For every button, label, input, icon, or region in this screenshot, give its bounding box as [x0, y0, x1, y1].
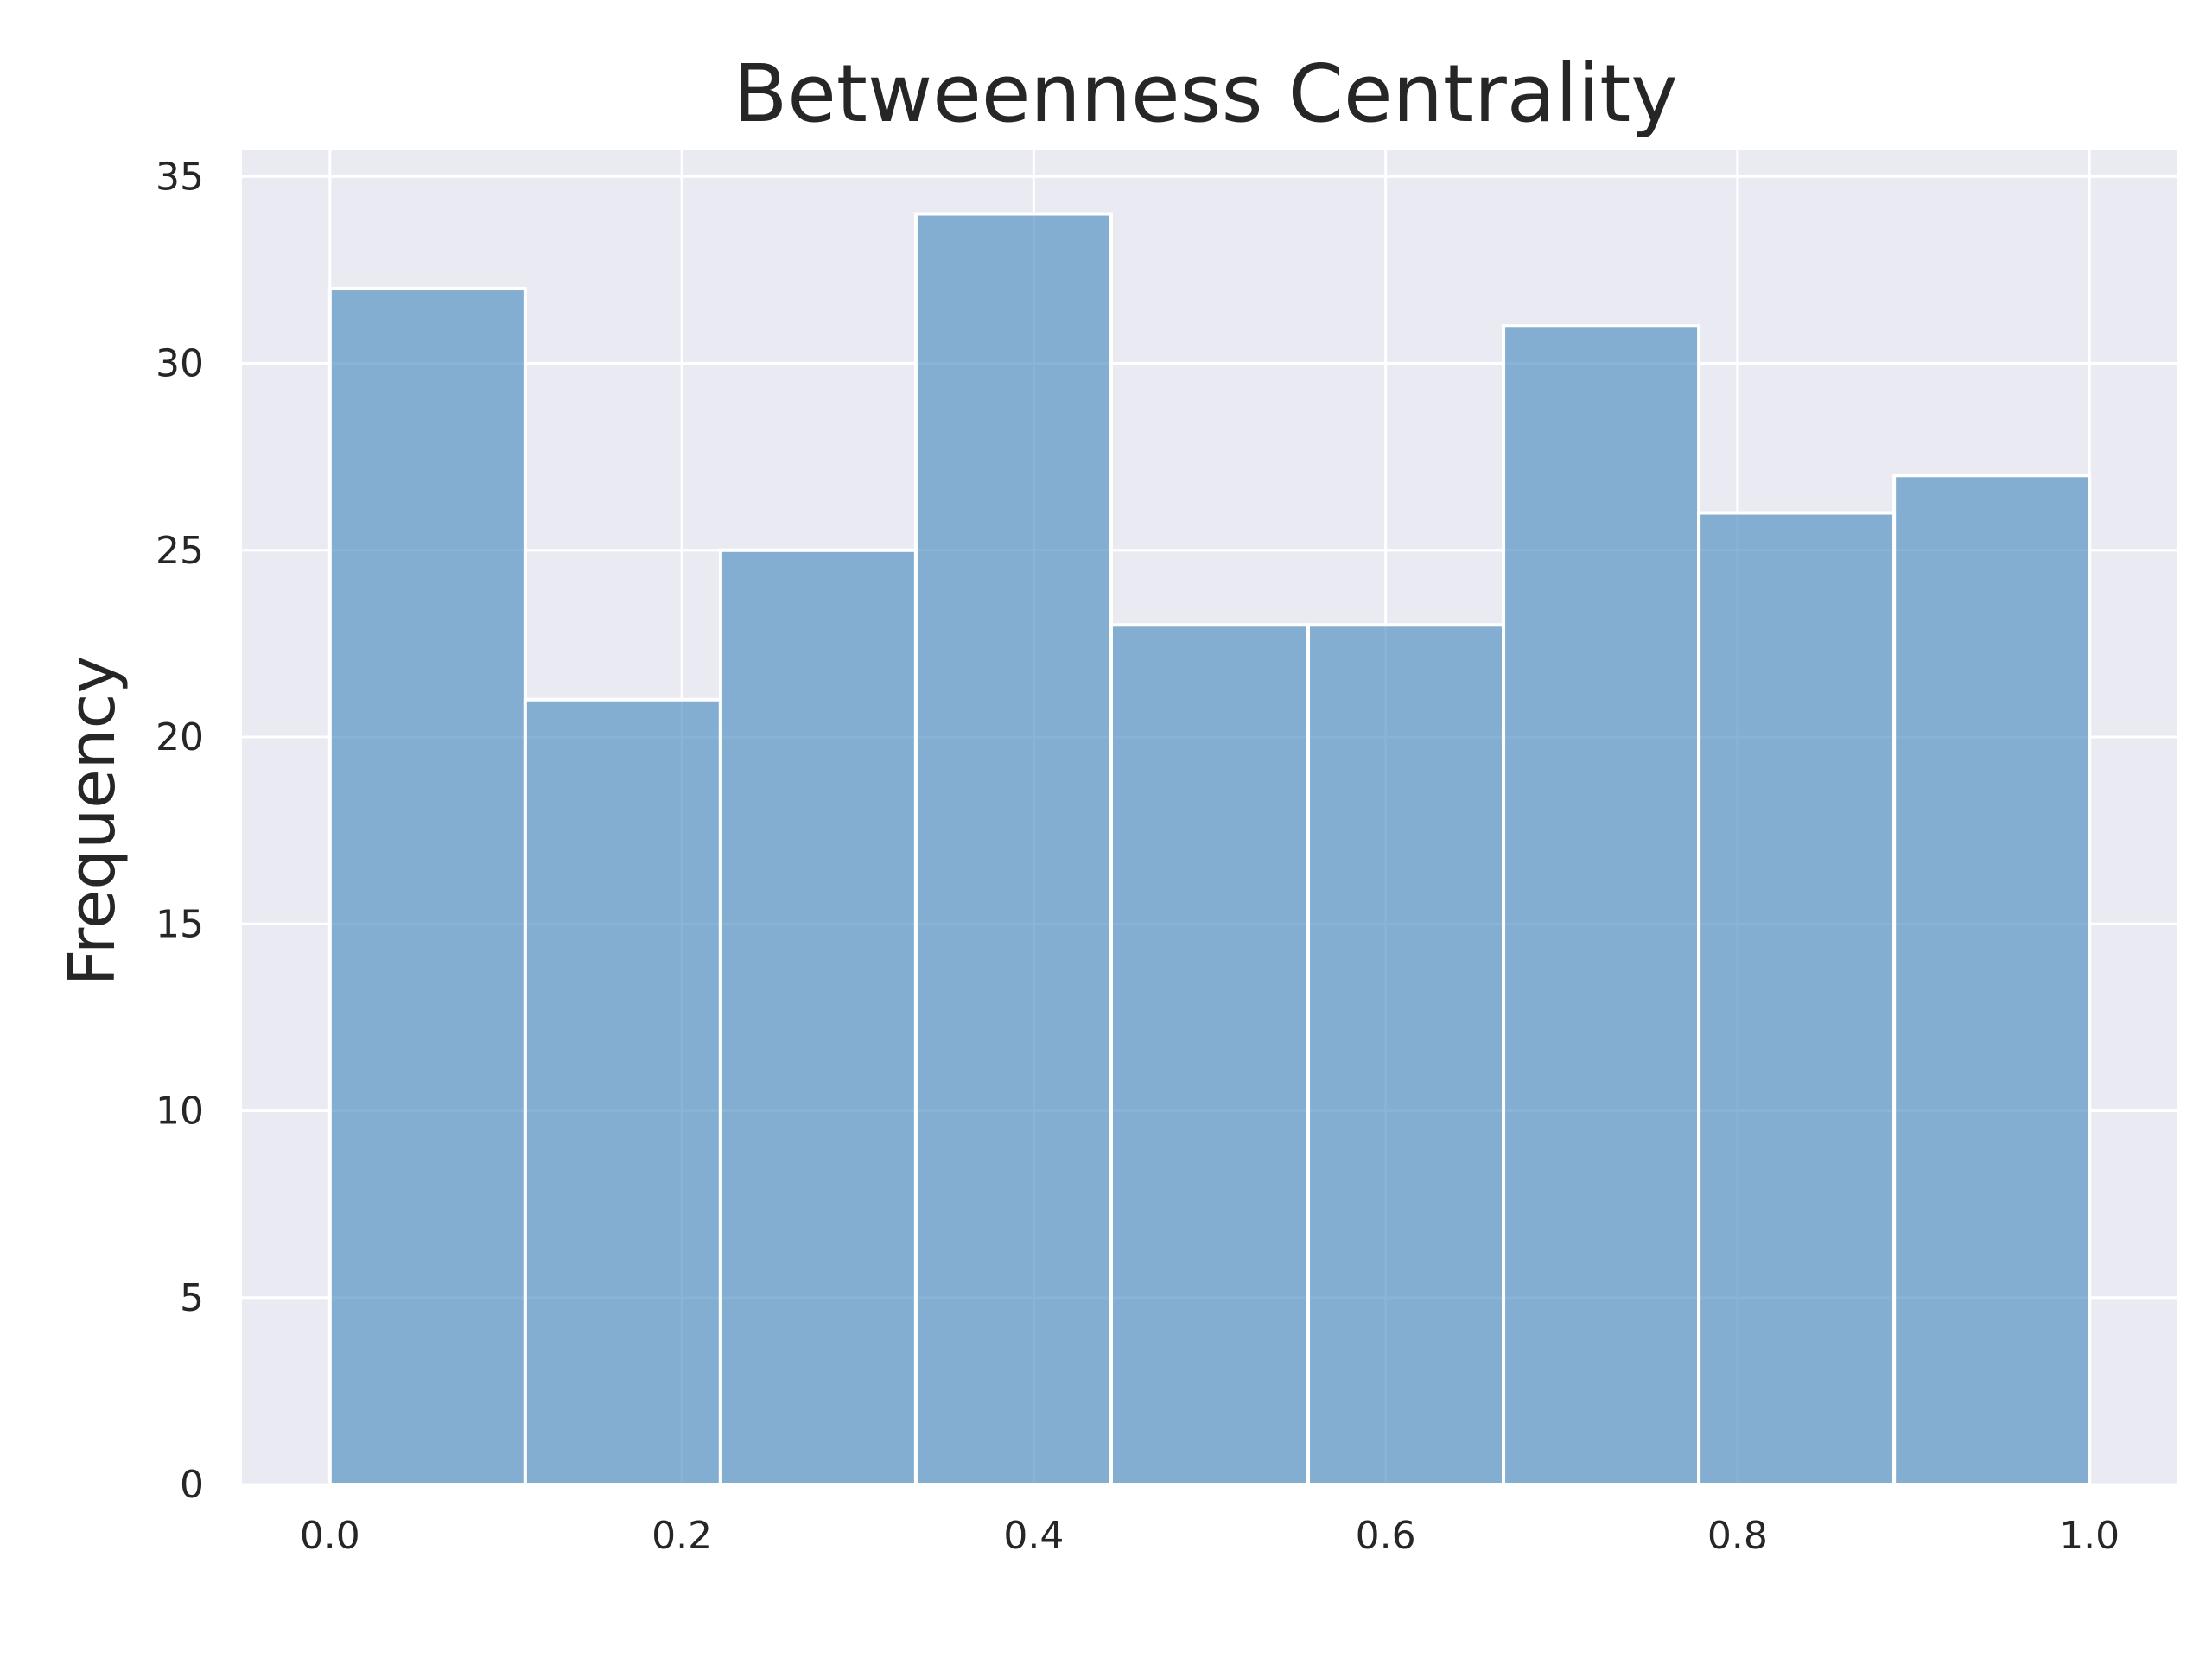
y-tick-label-7: 35 — [156, 155, 204, 199]
histogram-bar-1 — [327, 287, 527, 1486]
histogram-bar-5 — [1109, 623, 1311, 1486]
chart-title: Betweenness Centrality — [733, 48, 1678, 140]
y-tick-label-3: 15 — [156, 902, 204, 946]
histogram-bar-3 — [718, 548, 918, 1487]
histogram-bar-9 — [1892, 474, 2092, 1486]
x-tick-label-2: 0.4 — [1003, 1514, 1064, 1558]
y-tick-label-4: 20 — [156, 715, 204, 760]
histogram-bar-6 — [1306, 623, 1506, 1486]
y-tick-label-5: 25 — [156, 529, 204, 573]
histogram-bar-7 — [1502, 324, 1701, 1486]
y-tick-label-6: 30 — [156, 342, 204, 386]
x-tick-label-4: 0.8 — [1707, 1514, 1768, 1558]
y-tick-label-2: 10 — [156, 1090, 204, 1134]
histogram-bar-4 — [913, 212, 1113, 1486]
y-tick-label-0: 0 — [180, 1463, 204, 1507]
y-tick-label-1: 5 — [180, 1276, 204, 1320]
x-tick-label-1: 0.2 — [652, 1514, 712, 1558]
plot-area: 0.0 0.2 0.4 0.6 0.8 1.0 0 5 10 15 20 25 30 35 — [156, 150, 2177, 1558]
x-tick-label-3: 0.6 — [1356, 1514, 1416, 1558]
x-tick-label-5: 1.0 — [2059, 1514, 2120, 1558]
x-tick-label-0: 0.0 — [300, 1514, 360, 1558]
histogram-bar-8 — [1697, 511, 1897, 1486]
histogram-bar-2 — [523, 697, 722, 1486]
y-axis-label: Frequency — [55, 656, 130, 986]
